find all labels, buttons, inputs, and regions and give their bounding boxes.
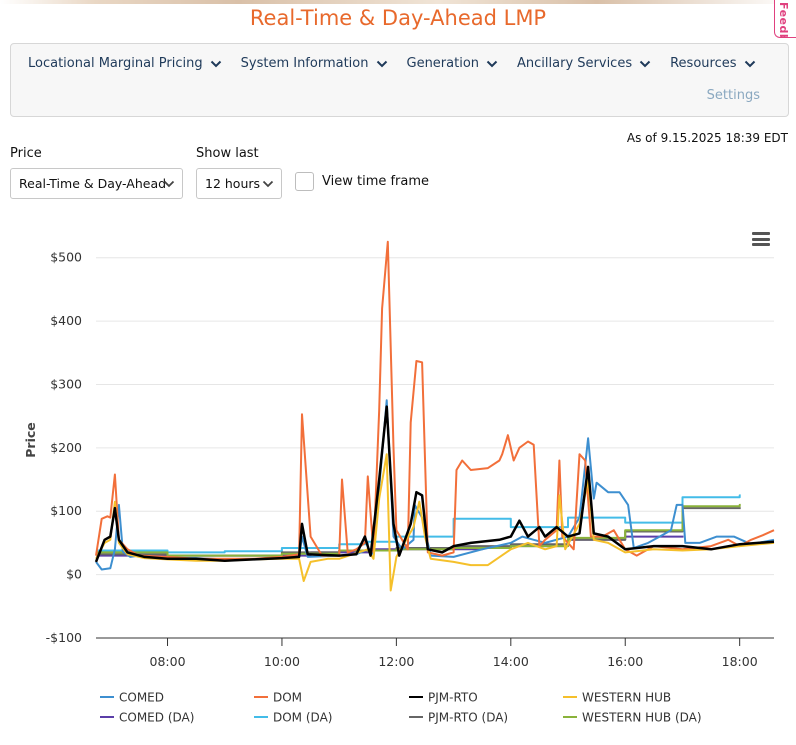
- y-axis-title: Price: [23, 422, 38, 458]
- chevron-down-icon: [262, 180, 274, 188]
- x-tick-label: 14:00: [493, 654, 529, 669]
- legend-label: WESTERN HUB (DA): [582, 711, 702, 725]
- y-tick-label: $100: [50, 503, 82, 518]
- top-decorative-stripe: [0, 0, 796, 4]
- view-time-frame-checkbox[interactable]: [295, 172, 314, 191]
- show-last-select-value: 12 hours: [205, 176, 261, 191]
- legend-label: COMED: [119, 691, 164, 705]
- y-tick-label: $200: [50, 440, 82, 455]
- nav-item-resources[interactable]: Resources: [670, 56, 756, 71]
- chart-menu-icon[interactable]: [752, 232, 770, 246]
- nav-item-system-information[interactable]: System Information: [241, 56, 389, 71]
- y-tick-label: $500: [50, 250, 82, 265]
- x-tick-label: 18:00: [722, 654, 758, 669]
- as-of-timestamp: As of 9.15.2025 18:39 EDT: [626, 131, 788, 145]
- nav-item-lmp[interactable]: Locational Marginal Pricing: [28, 56, 223, 71]
- feedback-tab[interactable]: Feedback: [774, 0, 796, 38]
- legend-label: PJM-RTO (DA): [428, 711, 508, 725]
- x-tick-label: 12:00: [378, 654, 414, 669]
- chevron-down-icon: [163, 180, 175, 188]
- nav-item-label: System Information: [240, 56, 369, 71]
- chevron-down-icon: [639, 60, 651, 67]
- x-tick-label: 10:00: [264, 654, 300, 669]
- y-tick-label: -$100: [46, 630, 82, 645]
- legend-label: COMED (DA): [119, 711, 194, 725]
- price-select-value: Real-Time & Day-Ahead: [19, 176, 167, 191]
- legend-label: DOM: [273, 691, 302, 705]
- x-tick-label: 08:00: [150, 654, 186, 669]
- nav-item-generation[interactable]: Generation: [407, 56, 500, 71]
- page-title: Real-Time & Day-Ahead LMP: [249, 6, 547, 30]
- chevron-down-icon: [376, 60, 387, 67]
- nav-item-label: Ancillary Services: [517, 56, 633, 71]
- nav-item-label: Resources: [670, 56, 737, 71]
- legend-label: DOM (DA): [273, 711, 332, 725]
- feedback-label: Feedback: [777, 2, 790, 38]
- price-select[interactable]: Real-Time & Day-Ahead: [10, 168, 183, 199]
- chevron-down-icon: [210, 60, 221, 67]
- legend-label: WESTERN HUB: [582, 691, 671, 705]
- chevron-down-icon: [744, 60, 755, 67]
- chevron-down-icon: [486, 60, 498, 67]
- y-tick-label: $300: [50, 376, 82, 391]
- nav-item-ancillary-services[interactable]: Ancillary Services: [517, 56, 652, 71]
- view-time-frame-label: View time frame: [322, 174, 430, 189]
- legend-label: PJM-RTO: [428, 691, 478, 705]
- nav-item-label: Generation: [406, 56, 480, 71]
- series-line-pjm-rto: [94, 405, 775, 563]
- price-label: Price: [10, 146, 42, 161]
- y-tick-label: $0: [66, 567, 82, 582]
- nav-bar: Locational Marginal Pricing System Infor…: [10, 43, 789, 117]
- show-last-select[interactable]: 12 hours: [196, 168, 282, 199]
- series-line-comed: [95, 399, 775, 571]
- x-tick-label: 16:00: [607, 654, 643, 669]
- show-last-label: Show last: [196, 146, 259, 161]
- y-tick-label: $400: [50, 313, 82, 328]
- settings-link[interactable]: Settings: [706, 88, 760, 103]
- nav-item-label: Locational Marginal Pricing: [28, 56, 203, 71]
